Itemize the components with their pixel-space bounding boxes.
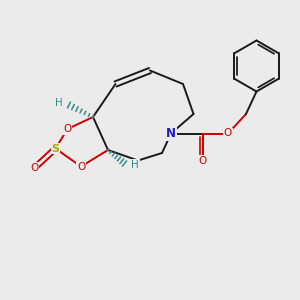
Text: S: S (52, 143, 59, 154)
Text: N: N (166, 127, 176, 140)
Text: O: O (198, 155, 207, 166)
Text: O: O (63, 124, 72, 134)
Text: O: O (224, 128, 232, 139)
Text: O: O (77, 161, 85, 172)
Text: H: H (131, 160, 139, 170)
Text: O: O (30, 163, 39, 173)
Text: H: H (55, 98, 62, 109)
